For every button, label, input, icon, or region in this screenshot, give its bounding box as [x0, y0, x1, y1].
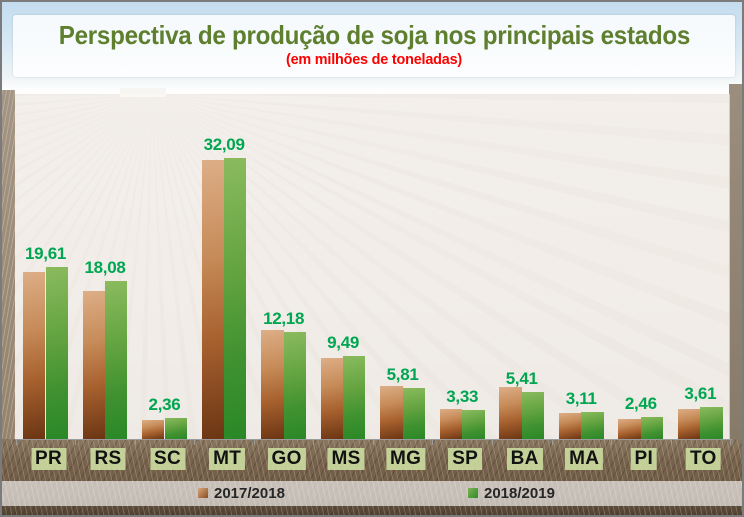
axis-tick [75, 440, 77, 445]
value-label-PI: 2,46 [624, 394, 657, 413]
axis-label-RS: RS [90, 448, 126, 470]
value-label-MA: 3,11 [565, 389, 597, 408]
axis-label-GO: GO [267, 448, 306, 470]
bar-2018-2019-BA [521, 392, 545, 439]
axis-tick [15, 440, 17, 445]
plot-area-backdrop [15, 94, 730, 439]
axis-label-MS: MS [327, 448, 365, 470]
bar-2018-2019-RS [105, 281, 128, 439]
legend-swatch-2017-2018 [198, 488, 208, 498]
value-label-GO: 12,18 [263, 309, 305, 328]
axis-tick [432, 440, 434, 445]
bar-2018-2019-MT [224, 158, 247, 439]
value-label-PR: 19,61 [24, 244, 67, 263]
bar-2018-2019-MA [581, 412, 604, 439]
value-label-SC: 2,36 [148, 395, 181, 414]
x-axis-line [15, 439, 732, 440]
bar-2017-2018-GO [261, 330, 284, 439]
value-label-RS: 18,08 [84, 258, 126, 277]
axis-tick [551, 440, 553, 445]
legend-label-2018-2019: 2018/2019 [484, 484, 555, 502]
bar-2017-2018-TO [677, 409, 701, 439]
bar-2018-2019-GO [283, 332, 306, 439]
bar-2017-2018-MA [558, 413, 582, 439]
bar-2017-2018-BA [499, 387, 522, 439]
legend-swatch-2018-2019 [468, 488, 478, 498]
axis-label-SC: SC [150, 448, 185, 470]
legend: 2017/2018 2018/2019 [2, 481, 742, 506]
bar-2017-2018-MG [380, 386, 403, 439]
legend-item-2017-2018: 2017/2018 [198, 484, 285, 502]
axis-label-BA: BA [506, 448, 543, 470]
axis-tick [730, 440, 732, 445]
axis-label-SP: SP [448, 448, 483, 470]
bar-2017-2018-PR [23, 272, 46, 439]
bar-2018-2019-PI [640, 417, 664, 439]
bar-2017-2018-PI [618, 419, 641, 439]
value-label-SP: 3,33 [446, 387, 479, 406]
value-label-MG: 5,81 [386, 365, 419, 384]
axis-label-MA: MA [565, 448, 604, 470]
bar-2018-2019-PR [45, 267, 68, 439]
axis-label-TO: TO [685, 448, 721, 470]
field-edge-left [2, 90, 15, 439]
legend-item-2018-2019: 2018/2019 [468, 484, 555, 502]
chart-title: Perspectiva de produção de soja nos prin… [58, 20, 690, 50]
bar-2018-2019-MS [343, 356, 366, 439]
chart-title-box: Perspectiva de produção de soja nos prin… [13, 15, 735, 77]
value-label-MS: 9,49 [327, 333, 360, 352]
axis-label-MT: MT [209, 448, 246, 470]
bar-2018-2019-SP [462, 410, 485, 439]
bar-2017-2018-SC [142, 420, 165, 439]
legend-label-2017-2018: 2017/2018 [214, 484, 285, 502]
chart-subtitle: (em milhões de toneladas) [285, 51, 463, 68]
bar-2018-2019-SC [164, 418, 187, 439]
field-edge-right [729, 84, 742, 439]
axis-tick [670, 440, 672, 445]
axis-label-PR: PR [31, 448, 66, 470]
axis-label-PI: PI [630, 448, 658, 470]
value-label-MT: 32,09 [203, 135, 245, 154]
bar-2017-2018-SP [439, 409, 463, 439]
value-label-BA: 5,41 [505, 369, 538, 388]
bar-2017-2018-MT [201, 160, 225, 439]
axis-tick [611, 440, 612, 445]
axis-tick [491, 440, 493, 445]
horizon-building [120, 88, 166, 97]
bar-2017-2018-MS [320, 358, 344, 439]
axis-tick [372, 440, 374, 445]
value-label-TO: 3,61 [684, 384, 717, 403]
axis-tick [194, 440, 196, 445]
bar-2018-2019-TO [700, 407, 723, 439]
axis-tick [313, 440, 315, 445]
bar-2018-2019-MG [402, 388, 425, 439]
axis-tick [253, 440, 255, 445]
axis-tick [134, 440, 136, 445]
bar-2017-2018-RS [82, 291, 105, 439]
axis-label-MG: MG [385, 448, 426, 470]
